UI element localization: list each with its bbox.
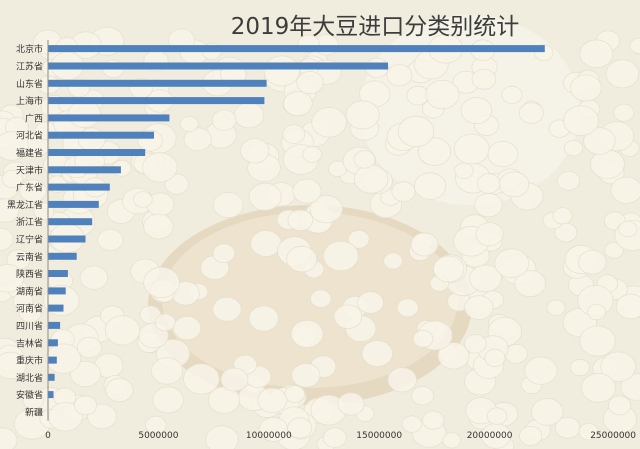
bar-黑龙江省 (48, 200, 99, 208)
category-label: 浙江省 (16, 216, 43, 228)
bar-天津市 (48, 166, 121, 174)
x-tick-label: 15000000 (356, 431, 402, 441)
chart-title: 2019年大豆进口分类别统计 (231, 14, 520, 40)
category-label: 江苏省 (16, 61, 43, 73)
x-tick-label: 5000000 (138, 431, 178, 441)
category-label: 福建省 (16, 147, 43, 159)
category-label: 陕西省 (16, 268, 43, 280)
category-label: 吉林省 (16, 337, 43, 349)
x-tick-label: 0 (45, 431, 51, 441)
category-label: 上海市 (16, 95, 43, 107)
bar-浙江省 (48, 218, 93, 226)
category-label: 辽宁省 (16, 234, 43, 246)
bar-湖南省 (48, 287, 66, 295)
x-tick-label: 10000000 (246, 431, 292, 441)
bar-安徽省 (48, 391, 54, 399)
bars-group (48, 45, 545, 399)
category-label: 湖北省 (16, 372, 43, 384)
bar-吉林省 (48, 339, 58, 347)
category-label: 重庆市 (16, 355, 43, 367)
bar-山东省 (48, 79, 267, 87)
category-label: 山东省 (16, 78, 43, 90)
category-label: 广东省 (16, 182, 43, 194)
category-label: 新疆 (25, 406, 43, 418)
category-label: 北京市 (16, 43, 43, 55)
category-label: 四川省 (16, 320, 43, 332)
category-label: 云南省 (16, 251, 43, 263)
bar-北京市 (48, 45, 545, 53)
category-label: 安徽省 (16, 389, 43, 401)
bar-福建省 (48, 149, 146, 156)
bar-云南省 (48, 252, 77, 260)
category-label: 河北省 (16, 130, 43, 142)
bar-河北省 (48, 131, 154, 139)
bar-江苏省 (48, 62, 388, 70)
x-tick-label: 20000000 (467, 431, 513, 441)
bar-广西 (48, 114, 170, 122)
bar-重庆市 (48, 356, 57, 364)
soybean-cluster (0, 26, 640, 449)
category-label: 广西 (25, 112, 43, 124)
bar-辽宁省 (48, 235, 86, 243)
category-label: 湖南省 (16, 285, 43, 297)
x-tick-label: 25000000 (590, 431, 636, 441)
bar-上海市 (48, 97, 265, 105)
x-axis-ticks: 0 5000000 10000000 15000000 20000000 25000000 (45, 431, 636, 441)
category-label: 河南省 (16, 303, 43, 315)
bar-湖北省 (48, 373, 55, 381)
bar-广东省 (48, 183, 110, 191)
category-labels: 北京市江苏省山东省上海市广西河北省福建省天津市广东省黑龙江省浙江省辽宁省云南省陕… (7, 43, 43, 418)
category-label: 黑龙江省 (7, 199, 43, 211)
bar-河南省 (48, 304, 64, 312)
category-label: 天津市 (16, 164, 43, 176)
bar-四川省 (48, 321, 61, 329)
bar-陕西省 (48, 270, 68, 277)
